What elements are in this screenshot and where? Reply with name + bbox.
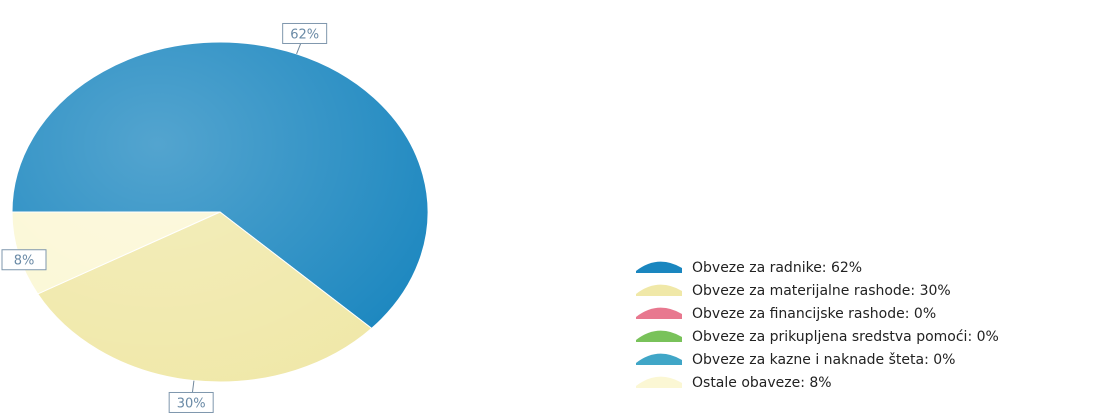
legend-swatch-obveze-za-financijske-rashode (636, 307, 682, 319)
legend-label-obveze-za-prikupljena-sredstva-pomo-i: Obveze za prikupljena sredstva pomoći: 0… (692, 329, 999, 345)
legend-label-obveze-za-radnike: Obveze za radnike: 62% (692, 260, 862, 276)
pie-labels: 62% 30% 8% (1, 22, 328, 413)
pie-sheen (12, 42, 428, 382)
legend-label-obveze-za-materijalne-rashode: Obveze za materijalne rashode: 30% (692, 283, 951, 299)
data-label-obveze-za-radnike: 62% (290, 27, 319, 42)
data-label-box-obveze-za-radnike (282, 22, 328, 44)
legend-swatch-obveze-za-materijalne-rashode (636, 284, 682, 296)
legend-label-obveze-za-kazne-i-naknade-teta: Obveze za kazne i naknade šteta: 0% (692, 352, 955, 368)
data-label-box-obveze-za-materijalne-rashode (168, 391, 214, 413)
pie-slices (11, 41, 429, 383)
legend-label-obveze-za-financijske-rashode: Obveze za financijske rashode: 0% (692, 306, 936, 322)
legend-swatch-obveze-za-prikupljena-sredstva-pomo-i (636, 330, 682, 342)
data-label-ostale-obaveze: 8% (14, 254, 35, 269)
legend-swatch-ostale-obaveze (636, 376, 682, 388)
data-label-obveze-za-materijalne-rashode: 30% (177, 396, 206, 411)
legend-swatch-obveze-za-kazne-i-naknade-teta (636, 353, 682, 365)
data-label-box-ostale-obaveze (1, 249, 47, 271)
legend-label-ostale-obaveze: Ostale obaveze: 8% (692, 375, 832, 391)
legend-swatch-obveze-za-radnike (636, 261, 682, 273)
legend: Obveze za radnike: 62% Obveze za materija… (636, 260, 999, 391)
